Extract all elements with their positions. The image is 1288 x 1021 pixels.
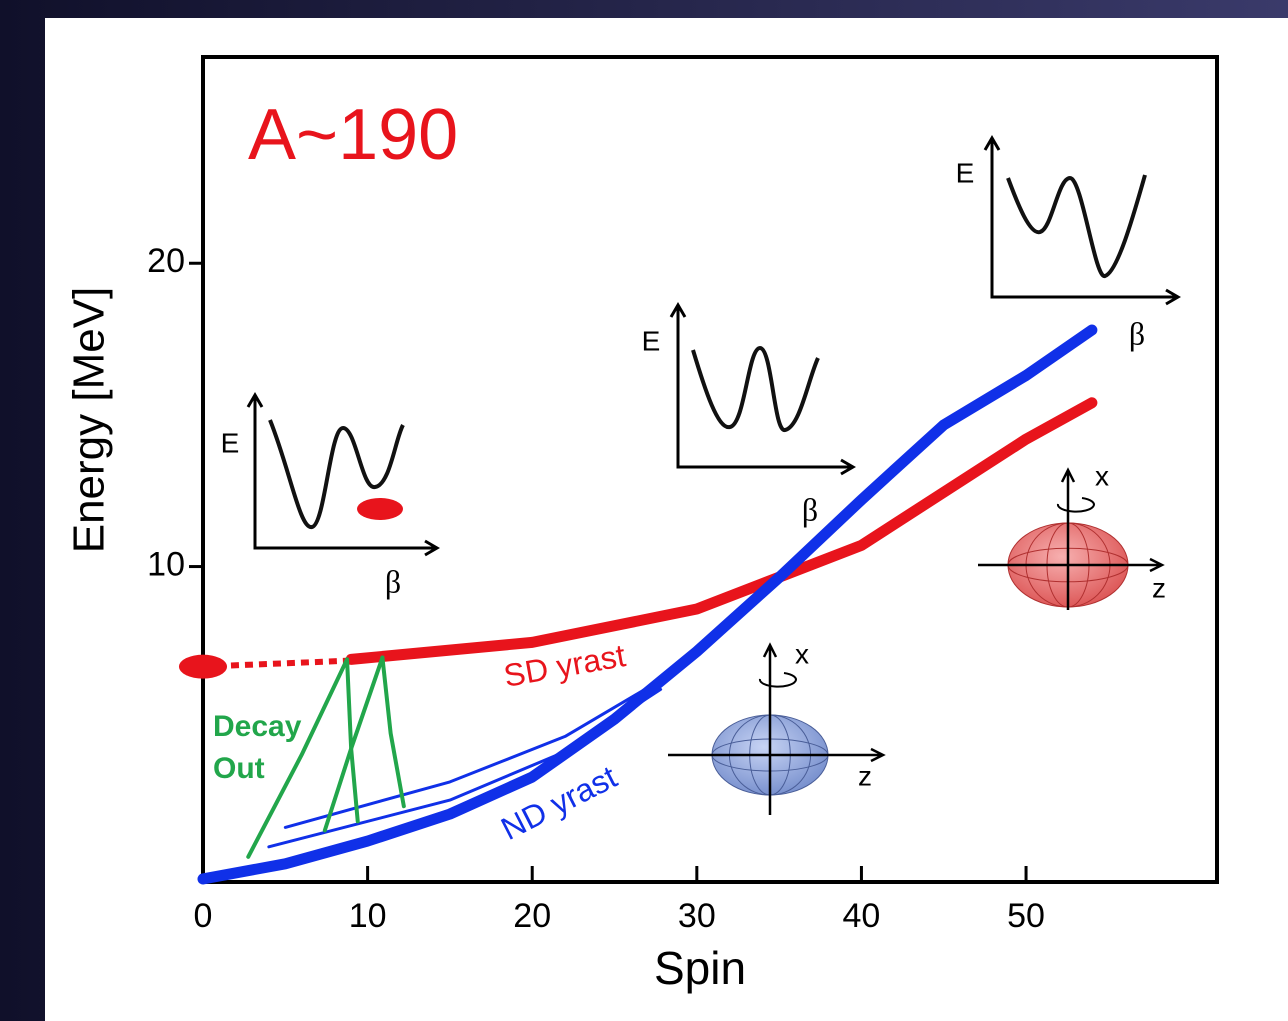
y-tick-label: 10: [147, 546, 185, 584]
inset-x-label: β: [1129, 315, 1145, 351]
annotation: Decay: [213, 710, 302, 743]
shape-axis-label: z: [858, 760, 872, 791]
inset-y-label: E: [642, 325, 661, 356]
x-tick-label: 20: [513, 897, 551, 935]
shape-axis-label: z: [1152, 572, 1166, 603]
chart-title: A~190: [248, 95, 458, 175]
series-line: [322, 655, 385, 833]
rotation-arrow: [1056, 497, 1095, 513]
plot-frame: [201, 55, 1219, 884]
inset-axes: [253, 395, 437, 550]
potential-curve: [691, 345, 820, 433]
annotation: Out: [213, 752, 265, 785]
x-tick-label: 40: [843, 897, 881, 935]
series-line: [283, 672, 672, 829]
inset-y-label: E: [221, 427, 240, 458]
shape-axes: [978, 467, 1165, 610]
x-tick-label: 0: [194, 897, 213, 935]
series-line: [202, 657, 352, 670]
inset-axes: [676, 305, 853, 469]
inset-arrow: [983, 135, 1181, 306]
inset-arrow: [246, 392, 440, 557]
series-line: [246, 657, 350, 859]
panel: [45, 18, 1288, 1021]
series-marker: [179, 654, 227, 679]
potential-curve: [268, 419, 405, 529]
inset-x-label: β: [802, 491, 818, 527]
series-line: [267, 687, 663, 849]
shape-axis-label: x: [1095, 460, 1109, 491]
x-tick-label: 50: [1007, 897, 1045, 935]
inset-x-label: β: [385, 563, 401, 599]
inset-y-label: E: [956, 157, 975, 188]
shape-axes: [668, 642, 886, 815]
inset-axes: [990, 138, 1178, 299]
x-tick-label: 10: [349, 897, 387, 935]
x-tick-label: 30: [678, 897, 716, 935]
shape-axis-label: x: [795, 638, 809, 669]
state-marker: [357, 498, 403, 520]
series-line: [197, 324, 1098, 885]
y-axis-title: Energy [MeV]: [65, 287, 114, 554]
rotation-arrow: [758, 672, 797, 688]
y-tick-label: 20: [147, 242, 185, 280]
x-axis-title: Spin: [654, 942, 746, 994]
series-line: [380, 655, 406, 809]
inset-arrow: [669, 302, 856, 476]
potential-curve: [1006, 174, 1147, 279]
